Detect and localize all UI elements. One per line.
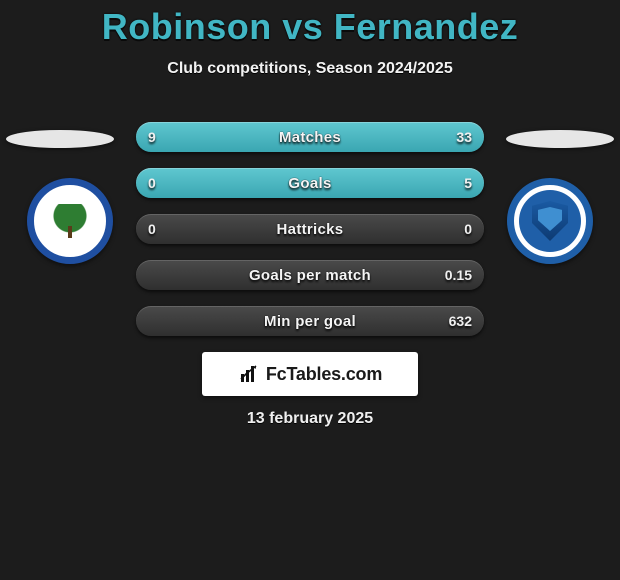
stat-bar: 9 33 Matches [136,122,484,152]
stat-value-right: 5 [464,175,472,191]
stat-value-right: 33 [456,129,472,145]
stat-value-right: 0.15 [445,267,472,283]
stats-bars: 9 33 Matches 0 5 Goals 0 0 Hattricks 0.15 Goals pe… [136,122,484,352]
stat-fill-right [210,122,484,152]
stat-value-left: 9 [148,129,156,145]
brand-badge: FcTables.com [202,352,418,396]
stat-bar: 0.15 Goals per match [136,260,484,290]
stat-label: Matches [279,129,341,146]
team-crest-left [27,178,113,264]
stat-bar: 0 5 Goals [136,168,484,198]
stat-label: Goals per match [249,267,371,284]
date: 13 february 2025 [0,410,620,428]
comparison-card: Robinson vs Fernandez Club competitions,… [0,0,620,440]
stat-label: Goals [288,175,331,192]
bar-chart-icon [238,362,262,386]
shield-icon [532,201,568,241]
stat-bar: 632 Min per goal [136,306,484,336]
stat-label: Min per goal [264,313,356,330]
stat-bar: 0 0 Hattricks [136,214,484,244]
team-crest-right [507,178,593,264]
stat-value-right: 632 [449,313,472,329]
country-flag-right [506,130,614,148]
stat-value-right: 0 [464,221,472,237]
stat-value-left: 0 [148,175,156,191]
brand-text: FcTables.com [266,364,382,385]
tree-icon [53,204,87,238]
stat-label: Hattricks [277,221,344,238]
stat-value-left: 0 [148,221,156,237]
subtitle: Club competitions, Season 2024/2025 [0,60,620,78]
country-flag-left [6,130,114,148]
page-title: Robinson vs Fernandez [0,0,620,48]
